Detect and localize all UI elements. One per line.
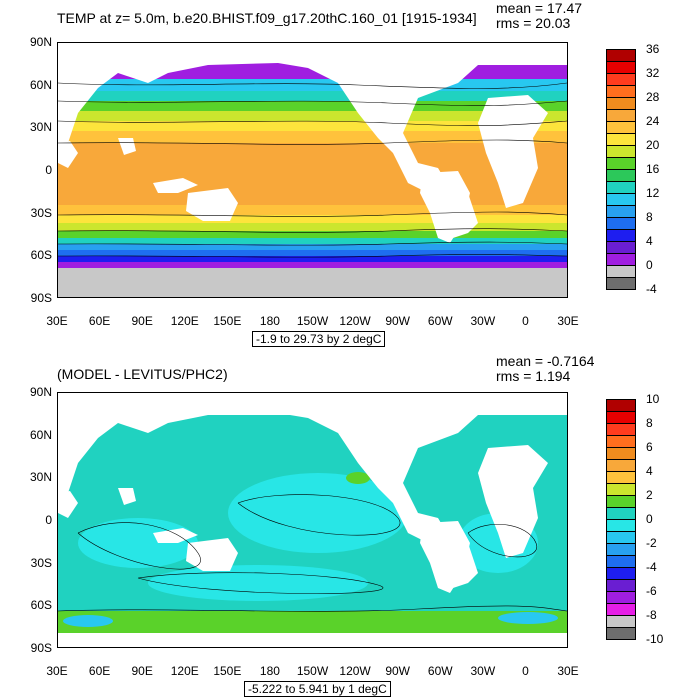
lat-tick-label: 60N [29, 427, 52, 442]
lon-tick-label: 60E [88, 664, 111, 678]
contour-range-label: -5.222 to 5.941 by 1 degC [244, 681, 391, 697]
rms-stat: rms = 1.194 [496, 368, 571, 384]
lon-tick-label: 120E [170, 664, 199, 678]
lon-tick-label: 0 [522, 314, 529, 328]
temperature-map [57, 42, 568, 298]
colorbar-label: 4 [646, 464, 653, 478]
lon-tick-label: 90E [131, 314, 153, 328]
lon-tick-label: 30E [46, 664, 68, 678]
lon-tick-label: 30E [46, 314, 68, 328]
lon-tick-label: 60W [427, 664, 453, 678]
lon-tick-label: 150E [213, 314, 242, 328]
lat-tick-label: 30N [29, 120, 52, 135]
colorbar-label: 10 [646, 392, 660, 406]
lat-tick-label: 60S [30, 248, 52, 263]
colorbar-label: 0 [646, 258, 653, 272]
colorbar [606, 399, 636, 640]
lon-tick-label: 180 [259, 314, 280, 328]
lon-tick-label: 30E [557, 314, 579, 328]
colorbar-label: 2 [646, 488, 653, 502]
lon-tick-label: 90W [385, 314, 410, 328]
mean-stat: mean = -0.7164 [496, 353, 595, 369]
colorbar-label: -6 [646, 584, 657, 598]
colorbar-label: 6 [646, 440, 653, 454]
lon-tick-label: 90E [131, 664, 153, 678]
panel-temperature: TEMP at z= 5.0m, b.e20.BHIST.f09_g17.20t… [29, 0, 660, 347]
plot-title: TEMP at z= 5.0m, b.e20.BHIST.f09_g17.20t… [57, 10, 477, 26]
colorbar-label: 8 [646, 210, 653, 224]
contour-range-label: -1.9 to 29.73 by 2 degC [252, 331, 386, 347]
plot-title: (MODEL - LEVITUS/PHC2) [57, 366, 228, 382]
colorbar [606, 49, 636, 290]
colorbar-label: -4 [646, 282, 657, 296]
lon-tick-label: 30W [470, 664, 496, 678]
colorbar-label: -10 [646, 632, 664, 646]
lon-tick-label: 150E [213, 664, 242, 678]
lat-tick-label: 90S [30, 291, 52, 305]
mean-stat: mean = 17.47 [496, 0, 583, 16]
lon-tick-label: 150W [296, 664, 329, 678]
difference-map [57, 392, 568, 648]
lon-tick-label: 120E [170, 314, 199, 328]
lon-tick-label: 150W [296, 314, 329, 328]
colorbar-label: 12 [646, 186, 660, 200]
lon-tick-label: 60E [88, 314, 111, 328]
colorbar-label: 24 [646, 114, 660, 128]
lat-tick-label: 90N [29, 385, 52, 399]
colorbar-label: 16 [646, 162, 660, 176]
lat-tick-label: 60S [30, 598, 52, 613]
colorbar-label: 28 [646, 90, 660, 104]
lon-tick-label: 180 [259, 664, 280, 678]
lat-tick-label: 0 [45, 163, 52, 177]
lat-tick-label: 0 [45, 513, 52, 527]
lon-tick-label: 30W [470, 314, 496, 328]
colorbar-label: 0 [646, 512, 653, 526]
colorbar-label: 32 [646, 66, 660, 80]
colorbar-label: 4 [646, 234, 653, 248]
lon-tick-label: 120W [339, 314, 371, 328]
colorbar-swatch [606, 277, 636, 290]
lat-tick-label: 90S [30, 641, 52, 655]
lon-tick-label: 60W [427, 314, 453, 328]
colorbar-label: 8 [646, 416, 653, 430]
colorbar-label: -4 [646, 560, 657, 574]
lon-tick-label: 120W [339, 664, 371, 678]
lat-tick-label: 90N [29, 35, 52, 49]
lon-tick-label: 0 [522, 664, 529, 678]
lat-tick-label: 60N [29, 77, 52, 92]
colorbar-swatch [606, 627, 636, 640]
lat-tick-label: 30N [29, 470, 52, 485]
lon-tick-label: 90W [385, 664, 410, 678]
lat-tick-label: 30S [30, 555, 52, 570]
colorbar-label: 36 [646, 42, 660, 56]
colorbar-label: 20 [646, 138, 660, 152]
lat-tick-label: 30S [30, 205, 52, 220]
lon-tick-label: 30E [557, 664, 579, 678]
panel-difference: (MODEL - LEVITUS/PHC2) mean = -0.7164 rm… [0, 350, 700, 700]
rms-stat: rms = 20.03 [496, 15, 571, 31]
colorbar-label: -8 [646, 608, 657, 622]
colorbar-label: -2 [646, 536, 657, 550]
